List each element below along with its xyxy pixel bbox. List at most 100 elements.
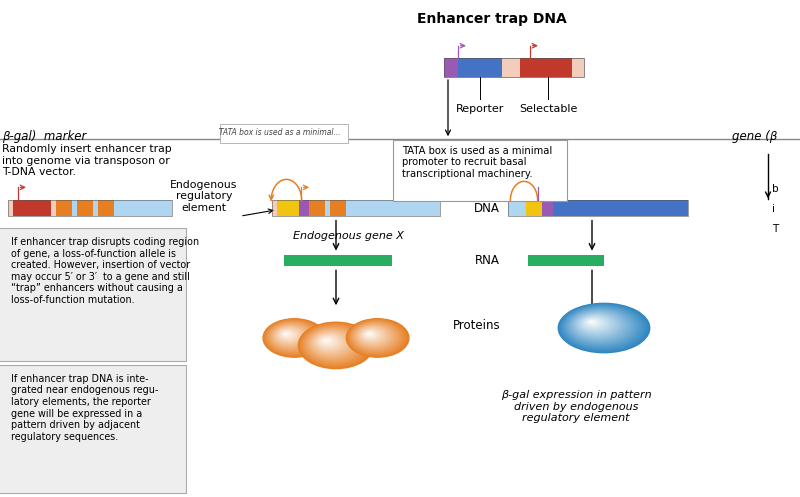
Ellipse shape (320, 336, 335, 346)
Bar (553, 200, 688, 216)
Ellipse shape (358, 326, 388, 345)
Ellipse shape (274, 326, 307, 346)
Ellipse shape (278, 329, 298, 341)
Ellipse shape (299, 323, 372, 368)
Ellipse shape (307, 328, 357, 359)
Ellipse shape (314, 332, 345, 352)
Ellipse shape (349, 320, 405, 355)
Ellipse shape (298, 322, 374, 369)
Ellipse shape (278, 329, 298, 341)
Ellipse shape (266, 320, 322, 355)
Ellipse shape (302, 325, 367, 365)
Bar (277, 200, 299, 216)
Ellipse shape (282, 331, 290, 336)
Ellipse shape (562, 306, 642, 348)
Ellipse shape (355, 324, 394, 348)
Ellipse shape (281, 331, 294, 338)
Ellipse shape (572, 311, 625, 340)
Ellipse shape (266, 321, 319, 353)
Bar (444, 58, 584, 77)
Bar (8, 200, 172, 216)
Ellipse shape (355, 325, 392, 347)
Ellipse shape (280, 330, 296, 339)
Bar (284, 255, 392, 266)
Bar (508, 200, 688, 216)
Ellipse shape (310, 331, 351, 355)
Text: β-gal)  marker: β-gal) marker (2, 130, 86, 143)
Ellipse shape (306, 327, 361, 361)
Ellipse shape (362, 329, 381, 341)
Ellipse shape (585, 319, 602, 327)
Ellipse shape (273, 325, 308, 347)
Ellipse shape (311, 331, 350, 355)
Ellipse shape (282, 331, 291, 337)
Bar (98, 200, 114, 216)
Ellipse shape (359, 328, 385, 343)
Ellipse shape (278, 328, 300, 342)
Ellipse shape (315, 333, 344, 351)
Ellipse shape (315, 333, 342, 350)
Ellipse shape (349, 321, 403, 354)
Ellipse shape (274, 326, 306, 346)
Ellipse shape (569, 309, 631, 343)
FancyBboxPatch shape (393, 140, 567, 201)
Ellipse shape (347, 319, 406, 356)
Text: Proteins: Proteins (452, 319, 500, 332)
Ellipse shape (558, 303, 649, 352)
Ellipse shape (270, 324, 312, 349)
Ellipse shape (351, 322, 399, 352)
Ellipse shape (348, 320, 406, 355)
Ellipse shape (575, 313, 619, 337)
Ellipse shape (323, 339, 329, 342)
Text: RNA: RNA (475, 254, 500, 267)
Bar (51, 200, 56, 216)
Ellipse shape (264, 319, 323, 356)
Ellipse shape (367, 332, 372, 335)
Ellipse shape (317, 334, 340, 349)
Ellipse shape (363, 330, 378, 339)
Bar (93, 200, 98, 216)
Bar (330, 200, 346, 216)
Ellipse shape (590, 321, 594, 323)
Ellipse shape (284, 333, 287, 335)
Ellipse shape (363, 330, 379, 339)
Text: β-gal expression in pattern
driven by endogenous
regulatory element: β-gal expression in pattern driven by en… (501, 390, 651, 423)
Ellipse shape (300, 323, 370, 367)
Ellipse shape (367, 333, 370, 335)
Ellipse shape (263, 319, 324, 357)
Text: DNA: DNA (474, 202, 500, 215)
Text: Endogenous
regulatory
element: Endogenous regulatory element (170, 180, 238, 213)
Ellipse shape (280, 330, 294, 339)
Bar (272, 200, 440, 216)
Ellipse shape (353, 323, 396, 350)
Ellipse shape (364, 331, 377, 338)
Bar (528, 255, 604, 266)
Bar (502, 58, 520, 77)
Bar (444, 58, 458, 77)
Ellipse shape (588, 320, 597, 325)
Ellipse shape (365, 331, 376, 338)
Text: Endogenous gene X: Endogenous gene X (293, 231, 403, 241)
Ellipse shape (584, 318, 603, 328)
Ellipse shape (321, 337, 333, 344)
Ellipse shape (301, 324, 368, 366)
Ellipse shape (306, 327, 360, 360)
Bar (114, 200, 172, 216)
Ellipse shape (578, 315, 614, 333)
Ellipse shape (570, 310, 628, 341)
Ellipse shape (276, 327, 303, 344)
Bar (272, 200, 440, 216)
Ellipse shape (313, 332, 347, 353)
Ellipse shape (565, 307, 637, 346)
Text: Randomly insert enhancer trap
into genome via transposon or
T-DNA vector.: Randomly insert enhancer trap into genom… (2, 144, 171, 177)
Ellipse shape (266, 321, 320, 354)
Ellipse shape (263, 319, 326, 357)
Ellipse shape (566, 308, 634, 344)
Bar (572, 58, 584, 77)
Ellipse shape (586, 319, 600, 327)
Ellipse shape (579, 315, 612, 333)
Ellipse shape (270, 323, 314, 350)
Ellipse shape (319, 336, 336, 347)
Ellipse shape (587, 319, 598, 326)
Ellipse shape (271, 324, 311, 349)
